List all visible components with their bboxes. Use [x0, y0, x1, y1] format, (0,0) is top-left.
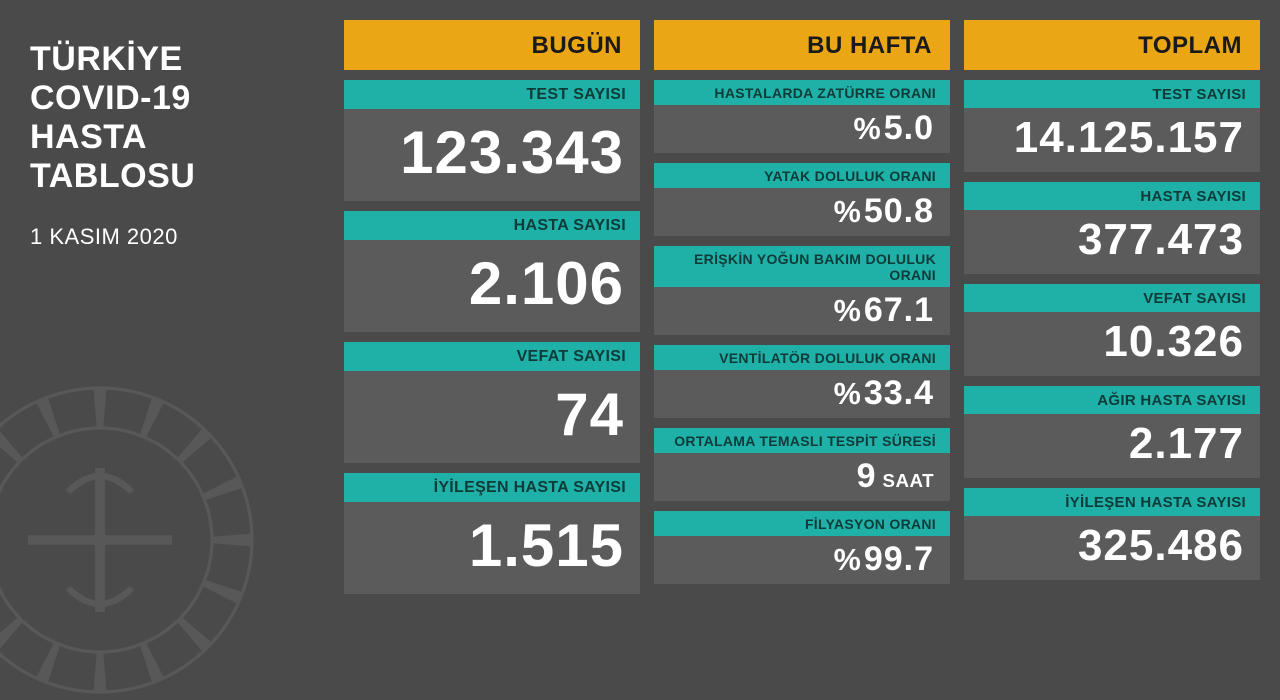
stat-card: FİLYASYON ORANI 99.7	[654, 511, 950, 584]
stat-card: ORTALAMA TEMASLI TESPİT SÜRESİ 9 SAAT	[654, 428, 950, 501]
stat-value: 123.343	[344, 109, 640, 201]
stat-value: 14.125.157	[964, 108, 1260, 172]
stat-label: VENTİLATÖR DOLULUK ORANI	[654, 345, 950, 370]
stat-card: HASTA SAYISI 2.106	[344, 211, 640, 332]
stat-card: HASTA SAYISI 377.473	[964, 182, 1260, 274]
stat-value: 377.473	[964, 210, 1260, 274]
title-block: TÜRKİYE COVID-19 HASTA TABLOSU 1 KASIM 2…	[30, 20, 330, 620]
column-header-today: BUGÜN	[344, 20, 640, 70]
stat-percent: 33.4	[834, 374, 934, 412]
stat-percent: 99.7	[834, 540, 934, 578]
stat-value: 325.486	[964, 516, 1260, 580]
stat-value: 1.515	[344, 502, 640, 594]
title-line: HASTA	[30, 118, 147, 156]
stat-card: VEFAT SAYISI 74	[344, 342, 640, 463]
stat-unit: SAAT	[883, 470, 934, 491]
stat-label: VEFAT SAYISI	[964, 284, 1260, 312]
report-date: 1 KASIM 2020	[30, 224, 330, 250]
stat-card: HASTALARDA ZATÜRRE ORANI 5.0	[654, 80, 950, 153]
stat-label: AĞIR HASTA SAYISI	[964, 386, 1260, 414]
column-header-total: TOPLAM	[964, 20, 1260, 70]
stat-card: VENTİLATÖR DOLULUK ORANI 33.4	[654, 345, 950, 418]
stat-percent: 50.8	[834, 192, 934, 230]
stat-label: YATAK DOLULUK ORANI	[654, 163, 950, 188]
column-week: BU HAFTA HASTALARDA ZATÜRRE ORANI 5.0 YA…	[654, 20, 950, 620]
stat-card: ERİŞKİN YOĞUN BAKIM DOLULUK ORANI 67.1	[654, 246, 950, 335]
stat-card: TEST SAYISI 123.343	[344, 80, 640, 201]
stat-number: 9	[857, 457, 877, 495]
stat-value: 67.1	[654, 287, 950, 335]
stat-label: TEST SAYISI	[964, 80, 1260, 108]
stat-label: İYİLEŞEN HASTA SAYISI	[344, 473, 640, 502]
stat-value: 5.0	[654, 105, 950, 153]
stat-label: ORTALAMA TEMASLI TESPİT SÜRESİ	[654, 428, 950, 453]
stat-value: 99.7	[654, 536, 950, 584]
column-total: TOPLAM TEST SAYISI 14.125.157 HASTA SAYI…	[964, 20, 1260, 620]
title-line: TÜRKİYE	[30, 40, 183, 78]
stat-card: İYİLEŞEN HASTA SAYISI 1.515	[344, 473, 640, 594]
stat-label: İYİLEŞEN HASTA SAYISI	[964, 488, 1260, 516]
stat-value: 9 SAAT	[654, 453, 950, 501]
stat-value: 2.177	[964, 414, 1260, 478]
stat-label: ERİŞKİN YOĞUN BAKIM DOLULUK ORANI	[654, 246, 950, 287]
stat-label: FİLYASYON ORANI	[654, 511, 950, 536]
stat-card: TEST SAYISI 14.125.157	[964, 80, 1260, 172]
stat-percent: 67.1	[834, 291, 934, 329]
stat-label: HASTA SAYISI	[344, 211, 640, 240]
column-header-week: BU HAFTA	[654, 20, 950, 70]
stat-value: 10.326	[964, 312, 1260, 376]
stat-label: HASTA SAYISI	[964, 182, 1260, 210]
dashboard-title: TÜRKİYE COVID-19 HASTA TABLOSU	[30, 40, 330, 196]
stat-value: 50.8	[654, 188, 950, 236]
stat-label: VEFAT SAYISI	[344, 342, 640, 371]
stat-label: HASTALARDA ZATÜRRE ORANI	[654, 80, 950, 105]
title-line: TABLOSU	[30, 157, 195, 195]
dashboard-container: TÜRKİYE COVID-19 HASTA TABLOSU 1 KASIM 2…	[0, 0, 1280, 640]
stat-value: 74	[344, 371, 640, 463]
stat-label: TEST SAYISI	[344, 80, 640, 109]
stat-card: İYİLEŞEN HASTA SAYISI 325.486	[964, 488, 1260, 580]
title-line: COVID-19	[30, 79, 191, 117]
stat-card: AĞIR HASTA SAYISI 2.177	[964, 386, 1260, 478]
stat-value: 33.4	[654, 370, 950, 418]
stat-percent: 5.0	[854, 109, 934, 147]
stat-card: YATAK DOLULUK ORANI 50.8	[654, 163, 950, 236]
stat-value: 2.106	[344, 240, 640, 332]
column-today: BUGÜN TEST SAYISI 123.343 HASTA SAYISI 2…	[344, 20, 640, 620]
stat-card: VEFAT SAYISI 10.326	[964, 284, 1260, 376]
